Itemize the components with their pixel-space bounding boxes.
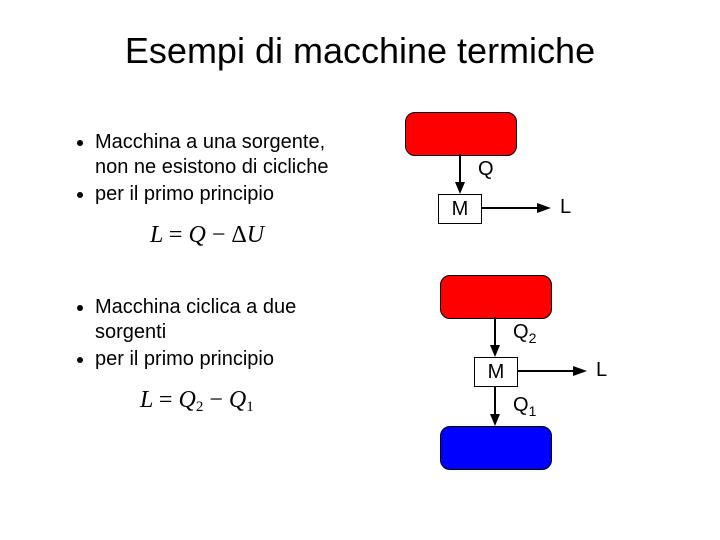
d1-machine-box: M <box>438 194 482 224</box>
bullet-1-line2: non ne esistono di cicliche <box>95 156 328 178</box>
slide-title: Esempi di macchine termiche <box>0 30 720 72</box>
formula-1: L = Q − ΔU <box>150 222 264 249</box>
d1-arrow-q <box>455 154 465 194</box>
bullet-dot-icon <box>77 357 83 363</box>
d2-arrow-q2 <box>490 317 500 357</box>
bullet-4-text: per il primo principio <box>95 348 274 370</box>
bullet-3-line2: sorgenti <box>95 321 166 343</box>
bullet-2-text: per il primo principio <box>95 183 274 205</box>
formula-2: L = Q2 − Q1 <box>140 387 254 416</box>
d2-arrow-q1 <box>490 386 500 426</box>
d2-arrow-l <box>517 366 587 376</box>
d2-cold-reservoir <box>440 426 552 470</box>
bullet-3: Macchina ciclica a due sorgenti <box>95 295 415 345</box>
d1-l-label: L <box>560 196 571 219</box>
d2-machine-box: M <box>474 357 518 387</box>
bullet-1: Macchina a una sorgente, non ne esistono… <box>95 130 415 180</box>
bullet-dot-icon <box>77 305 83 311</box>
d2-hot-reservoir <box>440 275 552 319</box>
bullet-4: per il primo principio <box>95 347 415 372</box>
d1-hot-reservoir <box>405 112 517 156</box>
bullet-dot-icon <box>77 192 83 198</box>
d1-q-label: Q <box>478 158 494 181</box>
d2-q2-label: Q2 <box>513 321 536 346</box>
bullet-2: per il primo principio <box>95 182 415 207</box>
bullet-1-line1: Macchina a una sorgente, <box>95 131 325 153</box>
d2-l-label: L <box>596 359 607 382</box>
bullet-3-line1: Macchina ciclica a due <box>95 296 296 318</box>
d2-q1-label: Q1 <box>513 394 536 419</box>
bullet-dot-icon <box>77 140 83 146</box>
d1-arrow-l <box>481 203 551 213</box>
